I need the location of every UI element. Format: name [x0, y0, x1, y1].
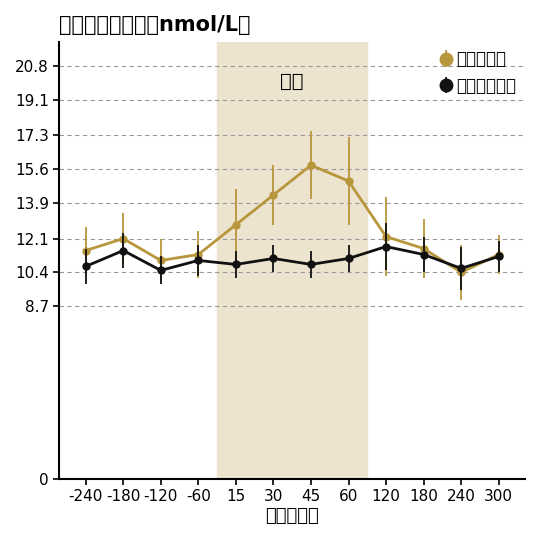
Bar [217, 42, 367, 479]
Legend: 運動した日, しなかった日: 運動した日, しなかった日 [443, 50, 517, 95]
Text: 運動: 運動 [280, 72, 304, 91]
Text: テストステロン（nmol/L）: テストステロン（nmol/L） [59, 15, 251, 35]
X-axis label: 時間（分）: 時間（分） [265, 507, 319, 525]
